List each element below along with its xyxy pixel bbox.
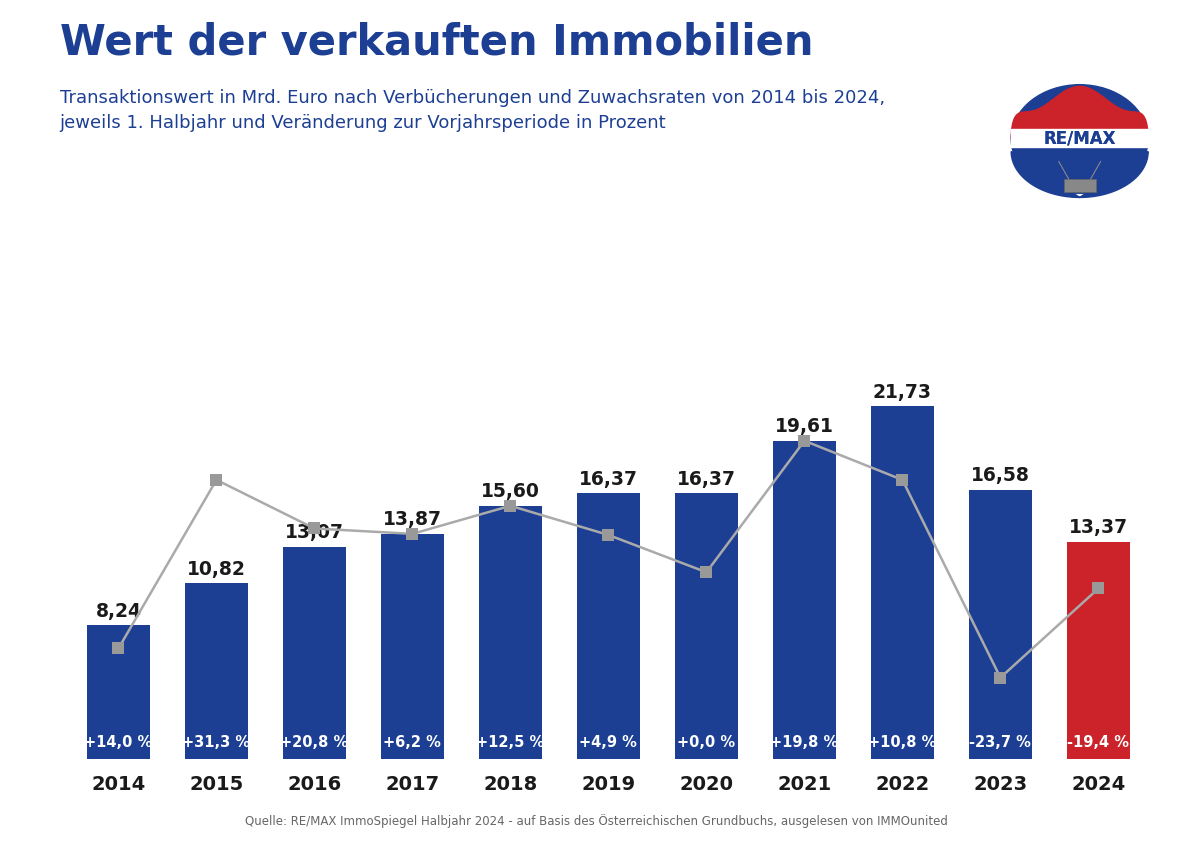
- Text: +0,0 %: +0,0 %: [678, 735, 736, 749]
- Text: +6,2 %: +6,2 %: [383, 735, 441, 749]
- Text: Transaktionswert in Mrd. Euro nach Verbücherungen und Zuwachsraten von 2014 bis : Transaktionswert in Mrd. Euro nach Verbü…: [60, 89, 885, 106]
- Point: [991, 671, 1010, 685]
- Text: Quelle: RE/MAX ImmoSpiegel Halbjahr 2024 - auf Basis des Österreichischen Grundb: Quelle: RE/MAX ImmoSpiegel Halbjahr 2024…: [245, 813, 948, 828]
- Text: +14,0 %: +14,0 %: [85, 735, 153, 749]
- Bar: [773, 441, 836, 759]
- Text: RE/MAX: RE/MAX: [1044, 130, 1115, 148]
- Text: +10,8 %: +10,8 %: [869, 735, 937, 749]
- Text: +19,8 %: +19,8 %: [771, 735, 839, 749]
- Bar: [283, 547, 346, 759]
- Text: jeweils 1. Halbjahr und Veränderung zur Vorjahrsperiode in Prozent: jeweils 1. Halbjahr und Veränderung zur …: [60, 114, 666, 132]
- Bar: [478, 506, 543, 759]
- Bar: [87, 626, 150, 759]
- Point: [206, 473, 225, 486]
- Text: +12,5 %: +12,5 %: [476, 735, 544, 749]
- Text: +4,9 %: +4,9 %: [580, 735, 637, 749]
- Text: 10,82: 10,82: [187, 560, 246, 579]
- Point: [305, 522, 324, 535]
- Bar: [969, 490, 1032, 759]
- Polygon shape: [1012, 152, 1148, 197]
- FancyBboxPatch shape: [1064, 179, 1095, 192]
- Bar: [576, 493, 641, 759]
- Text: 8,24: 8,24: [95, 602, 142, 620]
- Text: 16,37: 16,37: [579, 470, 638, 489]
- Point: [892, 473, 911, 486]
- Point: [697, 566, 716, 579]
- Point: [1089, 582, 1108, 595]
- Bar: [381, 534, 444, 759]
- Text: 19,61: 19,61: [775, 417, 834, 437]
- Polygon shape: [1012, 86, 1148, 139]
- Text: 13,07: 13,07: [285, 524, 344, 542]
- Text: 16,58: 16,58: [971, 466, 1030, 486]
- Bar: [1012, 129, 1148, 148]
- Text: RE/MAX: RE/MAX: [1044, 130, 1115, 148]
- Text: 13,87: 13,87: [383, 510, 441, 529]
- Text: 13,37: 13,37: [1069, 518, 1127, 538]
- Bar: [1067, 542, 1130, 759]
- Point: [795, 434, 814, 448]
- Text: -19,4 %: -19,4 %: [1068, 735, 1130, 749]
- Text: 15,60: 15,60: [481, 482, 540, 502]
- Text: 21,73: 21,73: [873, 383, 932, 402]
- Text: 16,37: 16,37: [676, 470, 736, 489]
- Point: [501, 499, 520, 513]
- Point: [599, 529, 618, 542]
- Ellipse shape: [1012, 84, 1148, 193]
- Bar: [674, 493, 738, 759]
- Text: Wert der verkauften Immobilien: Wert der verkauften Immobilien: [60, 21, 814, 63]
- Bar: [185, 583, 248, 759]
- Point: [109, 642, 128, 655]
- Point: [403, 527, 422, 540]
- Text: +20,8 %: +20,8 %: [280, 735, 348, 749]
- Bar: [871, 406, 934, 759]
- Text: -23,7 %: -23,7 %: [970, 735, 1032, 749]
- Text: +31,3 %: +31,3 %: [183, 735, 251, 749]
